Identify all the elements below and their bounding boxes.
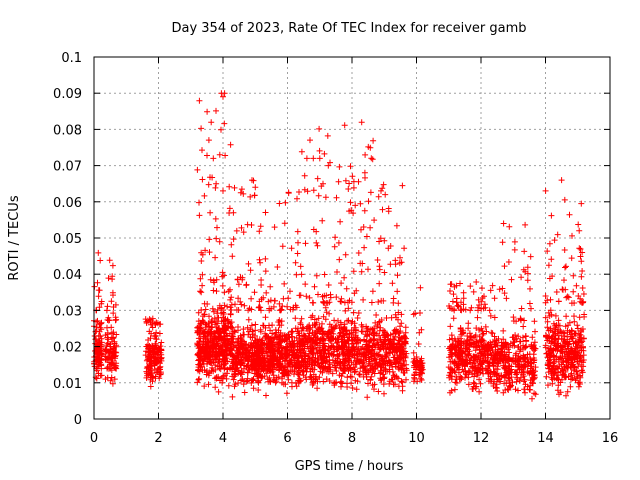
y-tick-label: 0.08 <box>53 123 82 138</box>
x-tick-label: 14 <box>537 431 554 446</box>
roti-points <box>91 90 588 402</box>
x-tick-labels: 0 2 4 6 8 10 12 14 16 <box>90 431 618 446</box>
y-tick-label: 0.09 <box>53 87 82 102</box>
y-tick-label: 0.04 <box>53 268 82 283</box>
y-tick-label: 0.02 <box>53 341 82 356</box>
x-tick-label: 2 <box>154 431 162 446</box>
grid-lines <box>94 57 610 419</box>
y-tick-label: 0.01 <box>53 377 82 392</box>
chart-title: Day 354 of 2023, Rate Of TEC Index for r… <box>171 21 526 36</box>
x-tick-label: 10 <box>408 431 425 446</box>
y-tick-label: 0.03 <box>53 304 82 319</box>
axis-ticks <box>93 56 611 420</box>
y-tick-label: 0.07 <box>53 160 82 175</box>
y-axis-title: ROTI / TECUs <box>7 195 22 280</box>
y-tick-label: 0.05 <box>53 232 82 247</box>
x-tick-label: 4 <box>219 431 227 446</box>
y-tick-label: 0 <box>74 413 82 428</box>
x-tick-label: 8 <box>348 431 356 446</box>
y-tick-label: 0.06 <box>53 196 82 211</box>
y-tick-labels: 0 0.01 0.02 0.03 0.04 0.05 0.06 0.07 0.08 0.09 0.1 <box>53 51 82 428</box>
x-tick-label: 16 <box>602 431 619 446</box>
data-points <box>91 90 588 402</box>
x-tick-label: 0 <box>90 431 98 446</box>
x-axis-title: GPS time / hours <box>295 459 404 474</box>
y-tick-label: 0.1 <box>61 51 82 66</box>
x-tick-label: 12 <box>473 431 490 446</box>
x-tick-label: 6 <box>283 431 291 446</box>
